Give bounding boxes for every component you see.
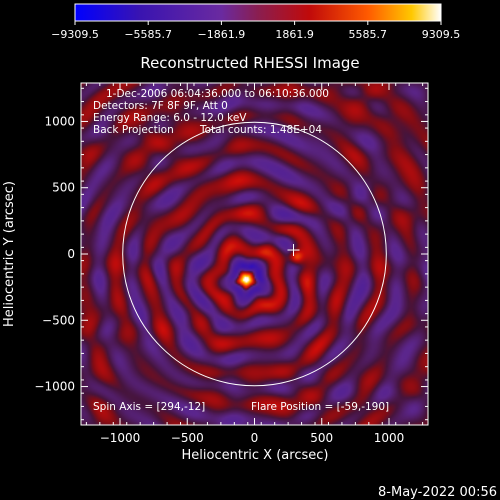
colorbar — [74, 3, 442, 22]
annotation-energy: Energy Range: 6.0 - 12.0 keV — [93, 112, 247, 124]
heatmap-image — [81, 83, 428, 425]
x-tick-label: 1000 — [374, 431, 405, 445]
axis-ticks: −1000 −500 0 500 1000 −1000 −500 0 500 1000 — [34, 83, 428, 445]
crosshair-marker — [287, 244, 300, 257]
footer-date: 8-May-2022 00:56 — [378, 485, 497, 500]
colorbar-tick-label: −1861.9 — [198, 28, 246, 41]
colorbar-tick-label: 5585.7 — [349, 28, 388, 41]
y-tick-label: −500 — [42, 313, 75, 327]
annotation-method: Back Projection — [93, 124, 174, 136]
annotation-flare-position: Flare Position = [-59,-190] — [251, 401, 389, 413]
colorbar-ticks: −9309.5 −5585.7 −1861.9 1861.9 5585.7 9309.5 — [51, 21, 460, 41]
x-tick-label: 0 — [251, 431, 259, 445]
x-tick-label: −500 — [171, 431, 204, 445]
annotation-spin-axis: Spin Axis = [294,-12] — [93, 401, 205, 413]
y-tick-label: −1000 — [34, 380, 75, 394]
plot-title: Reconstructed RHESSI Image — [140, 54, 359, 72]
y-tick-label: 500 — [52, 181, 75, 195]
annotation-detectors: Detectors: 7F 8F 9F, Att 0 — [93, 100, 228, 112]
solar-limb-circle — [122, 121, 387, 387]
annotation-counts: Total counts: 1.48E+04 — [199, 124, 322, 136]
annotation-time: 1-Dec-2006 06:04:36.000 to 06:10:36.000 — [106, 88, 329, 100]
x-tick-label: 500 — [310, 431, 333, 445]
colorbar-tick-label: 9309.5 — [422, 28, 461, 41]
x-tick-label: −1000 — [100, 431, 141, 445]
y-tick-label: 1000 — [44, 114, 75, 128]
colorbar-tick-label: −9309.5 — [51, 28, 99, 41]
colorbar-tick-label: −5585.7 — [124, 28, 172, 41]
x-axis-label: Heliocentric X (arcsec) — [182, 448, 329, 463]
colorbar-tick-label: 1861.9 — [275, 28, 314, 41]
y-axis-label: Heliocentric Y (arcsec) — [2, 181, 17, 327]
y-tick-label: 0 — [67, 247, 75, 261]
